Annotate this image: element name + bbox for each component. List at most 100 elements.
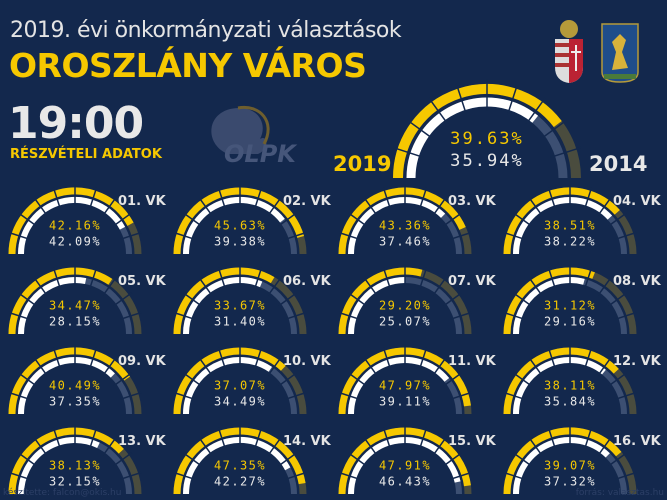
lion-logo-icon <box>211 105 270 154</box>
district-tick <box>33 196 48 216</box>
district-label: 12. VK <box>613 354 662 369</box>
district-gauge: 47.35%42.27% 14. VK <box>173 424 332 495</box>
district-tick <box>597 196 612 216</box>
city-coat-of-arms-icon <box>601 23 639 83</box>
district-gauge: 47.97%39.11% 11. VK <box>338 344 497 415</box>
district-tick <box>512 212 532 227</box>
district-current-value: 47.91% <box>379 459 431 473</box>
district-tick <box>102 276 117 296</box>
district-tick <box>528 356 543 376</box>
district-tick <box>102 356 117 376</box>
district-tick <box>382 427 391 449</box>
district-previous-value: 28.15% <box>49 314 101 328</box>
district-tick <box>347 372 367 387</box>
district-previous-value: 37.35% <box>49 394 101 408</box>
district-tick <box>347 212 367 227</box>
district-tick <box>113 372 133 387</box>
district-tick <box>338 231 360 240</box>
district-tick <box>450 391 472 400</box>
district-tick <box>503 391 525 400</box>
total-tick <box>406 119 434 140</box>
district-current-arc <box>173 427 306 495</box>
district-gauge: 33.67%31.40% 06. VK <box>173 264 332 335</box>
total-tick <box>550 146 582 159</box>
district-tick <box>173 311 195 320</box>
district-tick <box>503 471 525 480</box>
district-gauge: 38.13%32.15% 13. VK <box>8 424 167 495</box>
district-tick <box>89 267 98 289</box>
district-current-value: 31.12% <box>544 299 596 313</box>
district-gauge: 45.63%39.38% 02. VK <box>173 184 332 255</box>
district-label: 15. VK <box>448 434 497 449</box>
district-gauge: 43.36%37.46% 03. VK <box>338 184 497 255</box>
district-gauge: 34.47%28.15% 05. VK <box>8 264 167 335</box>
district-current-arc <box>173 187 305 255</box>
district-tick <box>182 292 202 307</box>
district-tick <box>278 372 298 387</box>
district-tick <box>597 356 612 376</box>
district-tick <box>102 196 117 216</box>
district-tick <box>547 187 556 209</box>
district-tick <box>52 427 61 449</box>
district-tick <box>52 347 61 369</box>
district-tick <box>597 436 612 456</box>
district-tick <box>52 187 61 209</box>
district-label: 03. VK <box>448 194 497 209</box>
district-tick <box>363 436 378 456</box>
district-current-arc <box>338 267 423 335</box>
district-tick <box>267 196 282 216</box>
district-previous-value: 35.84% <box>544 394 596 408</box>
district-tick <box>267 436 282 456</box>
district-tick <box>347 452 367 467</box>
district-current-arc <box>173 267 275 335</box>
district-tick <box>382 187 391 209</box>
district-previous-value: 38.22% <box>544 234 596 248</box>
district-label: 16. VK <box>613 434 662 449</box>
district-tick <box>198 356 213 376</box>
subtitle: RÉSZVÉTELI ADATOK <box>10 147 162 162</box>
district-tick <box>443 212 463 227</box>
district-tick <box>338 391 360 400</box>
district-previous-value: 31.40% <box>214 314 266 328</box>
total-tick <box>455 83 468 115</box>
district-tick <box>347 292 367 307</box>
district-tick <box>608 292 628 307</box>
district-tick <box>615 471 637 480</box>
district-current-value: 45.63% <box>214 219 266 233</box>
district-current-value: 42.16% <box>49 219 101 233</box>
district-gauge: 39.07%37.32% 16. VK <box>503 424 662 495</box>
district-tick <box>8 311 30 320</box>
district-tick <box>450 311 472 320</box>
district-previous-arc <box>18 277 87 335</box>
district-tick <box>419 347 428 369</box>
total-tick <box>506 83 519 115</box>
district-label: 05. VK <box>118 274 167 289</box>
district-label: 04. VK <box>613 194 662 209</box>
district-tick <box>503 311 525 320</box>
district-current-arc <box>338 427 471 495</box>
district-tick <box>198 436 213 456</box>
district-current-value: 38.13% <box>49 459 101 473</box>
district-previous-value: 37.32% <box>544 474 596 488</box>
district-tick <box>8 391 30 400</box>
city-name: OROSZLÁNY VÁROS <box>9 46 367 85</box>
district-tick <box>182 452 202 467</box>
district-current-value: 29.20% <box>379 299 431 313</box>
district-tick <box>33 356 48 376</box>
district-gauge: 40.49%37.35% 09. VK <box>8 344 167 415</box>
district-tick <box>267 276 282 296</box>
district-previous-value: 37.46% <box>379 234 431 248</box>
total-tick <box>428 97 449 125</box>
district-tick <box>285 471 307 480</box>
district-tick <box>217 347 226 369</box>
district-previous-arc <box>183 437 291 495</box>
district-tick <box>432 356 447 376</box>
district-current-arc <box>8 427 124 495</box>
district-tick <box>120 391 142 400</box>
district-tick <box>120 311 142 320</box>
district-current-value: 34.47% <box>49 299 101 313</box>
district-tick <box>382 347 391 369</box>
district-previous-arc <box>18 437 100 495</box>
district-tick <box>363 196 378 216</box>
district-tick <box>198 276 213 296</box>
